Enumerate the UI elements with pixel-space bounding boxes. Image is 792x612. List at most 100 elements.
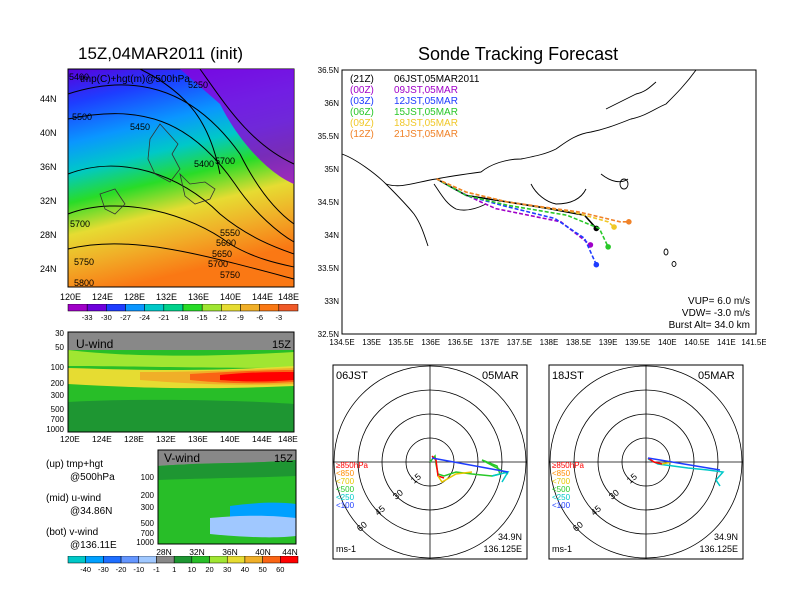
contour-label: 5650: [212, 249, 232, 259]
u-tick: 50: [55, 343, 64, 352]
colorbar-cell: [278, 304, 299, 312]
lat-tick: 40N: [255, 547, 271, 557]
track-legend-label: 15JST,05MAR: [394, 107, 458, 118]
track-legend-code: (09Z): [350, 118, 374, 129]
contour-label: 5450: [130, 122, 150, 132]
note-line: @500hPa: [70, 472, 115, 483]
track-end-point: [626, 219, 632, 225]
ring-label: 60: [355, 519, 369, 533]
u-tick: 700: [51, 415, 65, 424]
track-end-point: [593, 261, 600, 268]
ring-label: 45: [589, 503, 603, 517]
lon-tick: 136E: [421, 338, 440, 347]
hodo-date: 05MAR: [482, 370, 519, 382]
hodo-legend-item: ≥850hPa: [336, 461, 369, 470]
hodo-time: 18JST: [552, 370, 584, 382]
lon-axis: 134.5E 135E 135.5E 136E 136.5E 137E 137.…: [329, 338, 766, 347]
track-legend-code: (12Z): [350, 129, 374, 140]
hodo-lon: 136.125E: [483, 544, 522, 554]
track-legend-label: 12JST,05MAR: [394, 96, 458, 107]
hodo-legend-item: <250: [552, 493, 571, 502]
v-tick: 500: [141, 519, 155, 528]
contour-label: 5700: [70, 219, 90, 229]
ring-label: 15: [409, 471, 423, 485]
colorbar-cell: [67, 556, 86, 564]
lon-tick: 140E: [220, 434, 240, 444]
colorbar-cell: [201, 304, 222, 312]
lon-tick: 140E: [658, 338, 677, 347]
hodo-legend-item: <500: [336, 485, 355, 494]
lat-tick: 34N: [324, 231, 339, 240]
lon-tick: 124E: [92, 434, 112, 444]
u-tick: 1000: [46, 425, 64, 434]
lon-tick: 136.5E: [448, 338, 473, 347]
hodo-legend-item: <850: [552, 469, 571, 478]
contour-label: 5250: [188, 80, 208, 90]
colorbar-cell: [103, 556, 122, 564]
colorbar-label: 1: [172, 565, 176, 574]
lon-tick: 120E: [60, 434, 80, 444]
hodo-legend-item: <850: [336, 469, 355, 478]
contour-labels: 5400 5250 5500 5450 5400 5700 5550 5600 …: [69, 72, 240, 288]
track-legend-code: (03Z): [350, 96, 374, 107]
lon-tick: 140E: [220, 292, 241, 302]
colorbar-label: -3: [275, 313, 282, 322]
u-tick: 300: [51, 391, 65, 400]
colorbar-cell: [191, 556, 210, 564]
hodo-legend-item: <250: [336, 493, 355, 502]
u-tick: 100: [51, 363, 65, 372]
lon-tick: 138.5E: [566, 338, 591, 347]
map-label: tmp(C)+hgt(m)@500hPa: [80, 74, 190, 85]
lon-tick: 120E: [60, 292, 81, 302]
vdw: VDW= -3.0 m/s: [682, 308, 750, 319]
colorbar-label: -6: [256, 313, 263, 322]
colorbar-cell: [86, 304, 107, 312]
lat-tick: 32N: [189, 547, 205, 557]
lon-tick: 139E: [599, 338, 618, 347]
track-line: [436, 178, 597, 229]
colorbar-label: -9: [237, 313, 244, 322]
colorbar-cell: [125, 304, 145, 312]
colorbar-label: 10: [188, 565, 196, 574]
colorbar-cell: [67, 304, 88, 312]
colorbar-label: -40: [80, 565, 91, 574]
params: VUP= 6.0 m/s VDW= -3.0 m/s Burst Alt= 34…: [669, 296, 750, 331]
contour-label: 5800: [74, 278, 94, 288]
lon-tick: 137E: [481, 338, 500, 347]
lon-tick: 136E: [188, 292, 209, 302]
lon-tick: 132E: [156, 434, 176, 444]
colorbar-label: -18: [178, 313, 189, 322]
note-line: @136.11E: [70, 540, 117, 551]
u-wind-panel: U-wind 15Z 30 50 100 200 300 500 700 100…: [46, 329, 298, 444]
right-title: Sonde Tracking Forecast: [418, 44, 619, 64]
u-tick: 30: [55, 329, 64, 338]
v-wind-time: 15Z: [274, 453, 293, 465]
hodo-legend-item: <500: [552, 485, 571, 494]
track-legend-label: 18JST,05MAR: [394, 118, 458, 129]
ring-label: 15: [625, 471, 639, 485]
lat-tick: 32.5N: [318, 330, 340, 339]
lon-tick: 144E: [252, 434, 272, 444]
note-line: @34.86N: [70, 506, 113, 517]
track-line: [436, 178, 629, 223]
lon-tick: 141.5E: [741, 338, 766, 347]
hodo-lat: 34.9N: [498, 532, 522, 542]
colorbar-label: 30: [223, 565, 231, 574]
v-tick: 100: [141, 473, 155, 482]
lat-tick: 32N: [40, 196, 57, 206]
track-legend-label: 06JST,05MAR2011: [394, 74, 480, 85]
lon-tick: 144E: [252, 292, 273, 302]
colorbar-cell: [163, 304, 184, 312]
lat-tick: 36N: [222, 547, 238, 557]
contour-label: 5550: [220, 228, 240, 238]
lat-tick: 36.5N: [318, 66, 340, 75]
hodo-unit: ms-1: [336, 544, 356, 554]
lat-tick: 36N: [324, 99, 339, 108]
lat-tick: 28N: [40, 230, 57, 240]
lon-tick: 136E: [188, 434, 208, 444]
ring-label: 60: [571, 519, 585, 533]
lon-tick: 148E: [278, 292, 299, 302]
hodo-legend-item: ≥850hPa: [552, 461, 585, 470]
u-tick: 500: [51, 405, 65, 414]
colorbar-label: -21: [158, 313, 169, 322]
